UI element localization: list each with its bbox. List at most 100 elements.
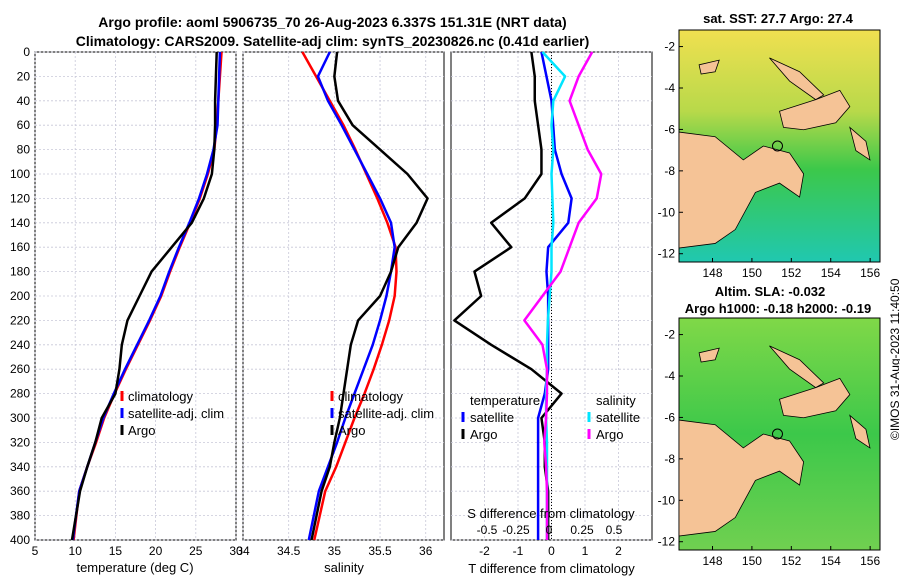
y-tick-label: 380 xyxy=(10,509,30,523)
legend-entry: Argo xyxy=(128,423,155,438)
y-tick-label: 100 xyxy=(10,167,30,181)
map-y-tick-label: -10 xyxy=(658,205,676,219)
series-line-argo xyxy=(70,51,218,541)
x-tick-label: 20 xyxy=(149,544,163,558)
top-tick-label: 0 xyxy=(546,523,553,537)
land-new-guinea xyxy=(678,419,805,537)
map-x-tick-label: 156 xyxy=(860,266,880,280)
x-axis-label-t-difference: T difference from climatology xyxy=(468,561,635,576)
land-new-guinea xyxy=(678,131,805,249)
x-tick-label: 5 xyxy=(32,544,39,558)
figure-title-line1: Argo profile: aoml 5906735_70 26-Aug-202… xyxy=(98,14,567,30)
series-line-argo xyxy=(310,51,429,541)
top-tick-label: 0.25 xyxy=(570,523,594,537)
y-tick-label: 160 xyxy=(10,240,30,254)
map2-title-line2: Argo h1000: -0.18 h2000: -0.19 xyxy=(685,301,871,316)
map-x-tick-label: 152 xyxy=(781,266,801,280)
y-tick-label: 220 xyxy=(10,313,30,327)
y-tick-label: 300 xyxy=(10,411,30,425)
x-tick-label: 35 xyxy=(328,544,342,558)
land-new-britain xyxy=(779,377,851,419)
x-tick-label: 36 xyxy=(419,544,433,558)
y-tick-label: 140 xyxy=(10,216,30,230)
map-y-tick-label: -4 xyxy=(664,369,675,383)
map-y-tick-label: -2 xyxy=(664,328,675,342)
y-tick-label: 20 xyxy=(17,69,31,83)
s-difference-label: S difference from climatology xyxy=(467,506,635,521)
legend-entry: temperature xyxy=(470,393,540,408)
map-x-tick-label: 150 xyxy=(742,266,762,280)
profile-panel-1 xyxy=(34,51,237,541)
map-x-tick-label: 156 xyxy=(860,554,880,568)
y-tick-label: 200 xyxy=(10,289,30,303)
y-tick-label: 120 xyxy=(10,191,30,205)
series-line-t-satellite xyxy=(536,51,573,540)
x-tick-label: 2 xyxy=(615,544,622,558)
top-tick-label: 0.5 xyxy=(606,523,623,537)
map-y-tick-label: -12 xyxy=(658,535,676,549)
y-tick-label: 40 xyxy=(17,94,31,108)
y-tick-label: 360 xyxy=(10,484,30,498)
legend-entry: salinity xyxy=(596,393,636,408)
x-tick-label: 34 xyxy=(236,544,250,558)
map-x-tick-label: 154 xyxy=(821,266,841,280)
map-x-tick-label: 148 xyxy=(702,266,722,280)
x-tick-label: 1 xyxy=(582,544,589,558)
map-panel-1 xyxy=(678,29,881,263)
map-y-tick-label: -12 xyxy=(658,247,676,261)
legend-entry: Argo xyxy=(338,423,365,438)
y-tick-label: 0 xyxy=(23,45,30,59)
x-tick-label: 30 xyxy=(229,544,243,558)
profile-panel-3 xyxy=(450,51,653,541)
land-new-britain xyxy=(779,89,851,131)
map-y-tick-label: -8 xyxy=(664,164,675,178)
y-tick-label: 320 xyxy=(10,435,30,449)
land-bougainville xyxy=(849,126,871,161)
y-tick-label: 60 xyxy=(17,118,31,132)
map1-title: sat. SST: 27.7 Argo: 27.4 xyxy=(703,11,854,26)
land-manus xyxy=(698,59,720,75)
legend-entry: Argo xyxy=(596,427,623,442)
x-tick-label: 15 xyxy=(109,544,123,558)
land-new-ireland xyxy=(769,57,825,101)
map-y-tick-label: -6 xyxy=(664,122,675,136)
y-tick-label: 80 xyxy=(17,143,31,157)
map-y-tick-label: -8 xyxy=(664,452,675,466)
y-tick-label: 340 xyxy=(10,460,30,474)
legend-entry: Argo xyxy=(470,427,497,442)
map-y-tick-label: -2 xyxy=(664,40,675,54)
land-manus xyxy=(698,347,720,363)
y-tick-label: 260 xyxy=(10,362,30,376)
y-tick-label: 280 xyxy=(10,387,30,401)
argo-location-marker xyxy=(771,428,783,440)
argo-location-marker xyxy=(771,140,783,152)
series-line-climatology xyxy=(301,51,398,541)
map-panel-2 xyxy=(678,317,881,551)
y-tick-label: 240 xyxy=(10,338,30,352)
figure-title-line2: Climatology: CARS2009. Satellite-adj cli… xyxy=(75,33,590,49)
top-tick-label: -0.25 xyxy=(502,523,530,537)
legend-entry: satellite-adj. clim xyxy=(338,406,434,421)
x-axis-label-temperature: temperature (deg C) xyxy=(76,560,193,575)
legend-entry: climatology xyxy=(128,389,194,404)
x-tick-label: 34.5 xyxy=(277,544,301,558)
legend-entry: climatology xyxy=(338,389,404,404)
series-line-satellite-adj-clim xyxy=(307,51,396,541)
land-bougainville xyxy=(849,414,871,449)
legend-entry: satellite xyxy=(596,410,640,425)
legend-entry: satellite xyxy=(470,410,514,425)
map-x-tick-label: 148 xyxy=(702,554,722,568)
x-tick-label: -1 xyxy=(513,544,524,558)
series-line-s-argo xyxy=(523,51,603,540)
map-x-tick-label: 152 xyxy=(781,554,801,568)
x-tick-label: 0 xyxy=(548,544,555,558)
y-tick-label: 180 xyxy=(10,265,30,279)
x-tick-label: 25 xyxy=(189,544,203,558)
land-new-ireland xyxy=(769,345,825,389)
x-tick-label: 10 xyxy=(69,544,83,558)
x-tick-label: 35.5 xyxy=(368,544,392,558)
y-tick-label: 400 xyxy=(10,533,30,547)
map-y-tick-label: -6 xyxy=(664,410,675,424)
x-axis-label-salinity: salinity xyxy=(324,560,364,575)
